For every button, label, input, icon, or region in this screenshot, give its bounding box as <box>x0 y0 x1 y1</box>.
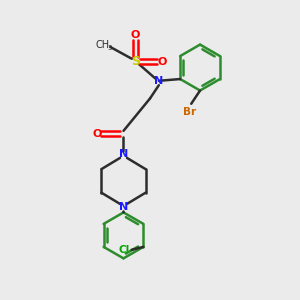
Text: N: N <box>154 76 164 86</box>
Text: Br: Br <box>183 107 196 117</box>
Text: S: S <box>131 55 140 68</box>
Text: N: N <box>119 202 128 212</box>
Text: O: O <box>130 30 140 40</box>
Text: 3: 3 <box>107 45 112 51</box>
Text: N: N <box>119 149 128 159</box>
Text: Cl: Cl <box>119 245 130 255</box>
Text: CH: CH <box>96 40 110 50</box>
Text: O: O <box>157 57 167 67</box>
Text: O: O <box>92 129 102 139</box>
